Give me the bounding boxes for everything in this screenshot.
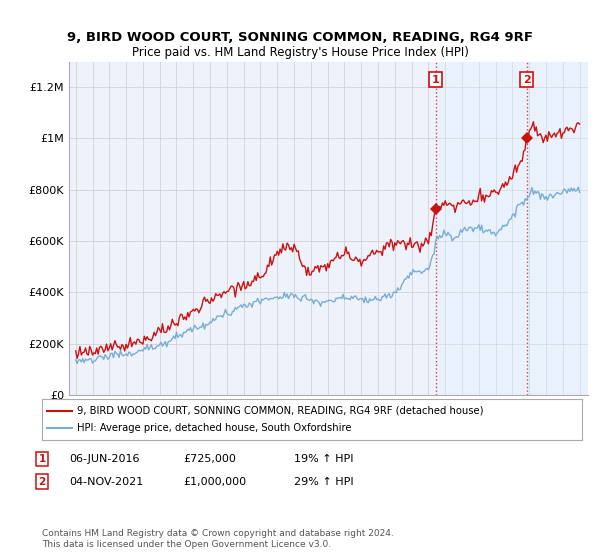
Text: Contains HM Land Registry data © Crown copyright and database right 2024.
This d: Contains HM Land Registry data © Crown c… xyxy=(42,529,394,549)
Text: 2: 2 xyxy=(523,74,530,85)
Text: 1: 1 xyxy=(432,74,440,85)
Text: £1,000,000: £1,000,000 xyxy=(183,477,246,487)
Text: 9, BIRD WOOD COURT, SONNING COMMON, READING, RG4 9RF: 9, BIRD WOOD COURT, SONNING COMMON, READ… xyxy=(67,31,533,44)
Text: Price paid vs. HM Land Registry's House Price Index (HPI): Price paid vs. HM Land Registry's House … xyxy=(131,46,469,59)
Text: 9, BIRD WOOD COURT, SONNING COMMON, READING, RG4 9RF (detached house): 9, BIRD WOOD COURT, SONNING COMMON, READ… xyxy=(77,405,484,416)
Text: 06-JUN-2016: 06-JUN-2016 xyxy=(69,454,139,464)
Bar xyxy=(527,62,588,395)
Text: 2: 2 xyxy=(38,477,46,487)
Bar xyxy=(436,62,527,395)
Text: 19% ↑ HPI: 19% ↑ HPI xyxy=(294,454,353,464)
Text: 1: 1 xyxy=(38,454,46,464)
Text: 29% ↑ HPI: 29% ↑ HPI xyxy=(294,477,353,487)
Text: £725,000: £725,000 xyxy=(183,454,236,464)
Text: HPI: Average price, detached house, South Oxfordshire: HPI: Average price, detached house, Sout… xyxy=(77,423,352,433)
Text: 04-NOV-2021: 04-NOV-2021 xyxy=(69,477,143,487)
